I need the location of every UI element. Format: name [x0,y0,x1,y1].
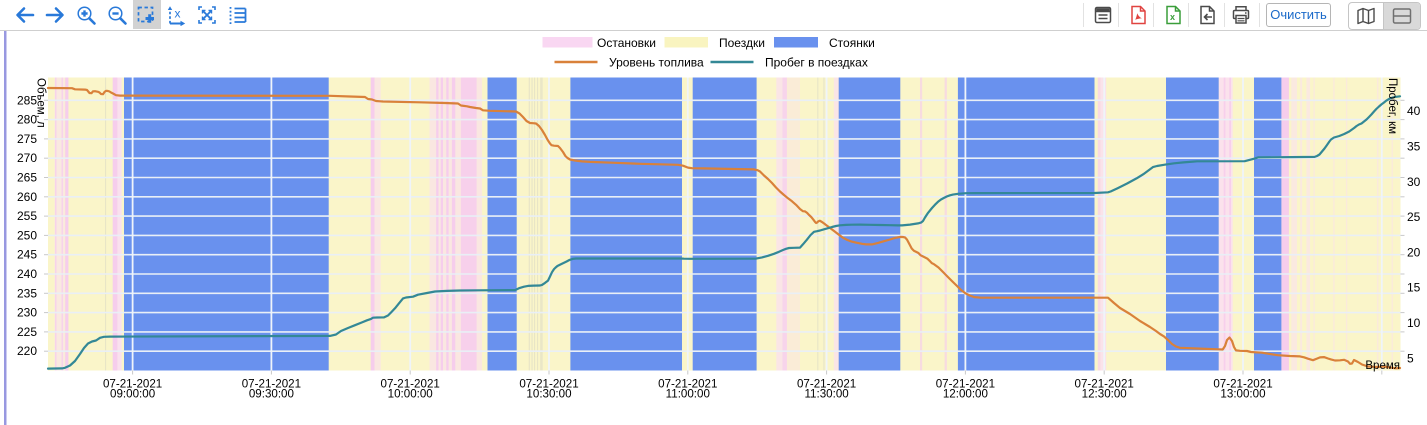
svg-text:20: 20 [1407,245,1421,259]
svg-text:10:00:00: 10:00:00 [388,387,433,400]
svg-text:265: 265 [17,171,37,185]
svg-text:Остановки: Остановки [597,36,656,50]
svg-text:235: 235 [17,286,37,300]
svg-text:220: 220 [17,344,37,358]
svg-text:07-21-2021: 07-21-2021 [1213,377,1272,390]
svg-text:Поездки: Поездки [719,36,765,50]
svg-text:Стоянки: Стоянки [829,36,875,50]
svg-text:260: 260 [17,190,37,204]
svg-text:10:30:00: 10:30:00 [526,387,571,400]
svg-text:07-21-2021: 07-21-2021 [658,377,717,390]
svg-text:07-21-2021: 07-21-2021 [103,377,162,390]
svg-text:11:00:00: 11:00:00 [666,387,710,400]
svg-text:40: 40 [1407,104,1421,118]
svg-text:10: 10 [1407,316,1421,330]
svg-text:5: 5 [1407,351,1414,365]
svg-text:15: 15 [1407,281,1421,295]
svg-text:Время: Время [1365,360,1400,372]
svg-text:07-21-2021: 07-21-2021 [242,377,301,390]
svg-text:225: 225 [17,325,37,339]
svg-text:255: 255 [17,209,37,223]
svg-text:30: 30 [1407,175,1421,189]
svg-text:280: 280 [17,113,37,127]
svg-text:245: 245 [17,248,37,262]
svg-text:07-21-2021: 07-21-2021 [519,377,578,390]
svg-text:250: 250 [17,228,37,242]
svg-text:Пробег, км: Пробег, км [1386,78,1398,134]
svg-text:09:30:00: 09:30:00 [249,387,294,400]
svg-text:13:00:00: 13:00:00 [1220,387,1265,400]
svg-text:Уровень топлива: Уровень топлива [609,56,704,70]
svg-text:240: 240 [17,267,37,281]
svg-text:35: 35 [1407,140,1421,154]
svg-text:07-21-2021: 07-21-2021 [936,377,995,390]
svg-text:Объем, л: Объем, л [35,78,47,128]
svg-text:275: 275 [17,132,37,146]
svg-text:Пробег в поездках: Пробег в поездках [765,56,868,70]
svg-text:12:00:00: 12:00:00 [943,387,988,400]
svg-text:11:30:00: 11:30:00 [804,387,848,400]
svg-text:12:30:00: 12:30:00 [1082,387,1127,400]
svg-text:x: x [1170,12,1175,22]
svg-text:270: 270 [17,151,37,165]
svg-text:x: x [175,7,181,21]
svg-text:07-21-2021: 07-21-2021 [1075,377,1134,390]
svg-text:07-21-2021: 07-21-2021 [381,377,440,390]
svg-text:07-21-2021: 07-21-2021 [797,377,856,390]
svg-text:25: 25 [1407,210,1421,224]
svg-text:230: 230 [17,306,37,320]
svg-text:285: 285 [17,93,37,107]
svg-text:09:00:00: 09:00:00 [110,387,155,400]
